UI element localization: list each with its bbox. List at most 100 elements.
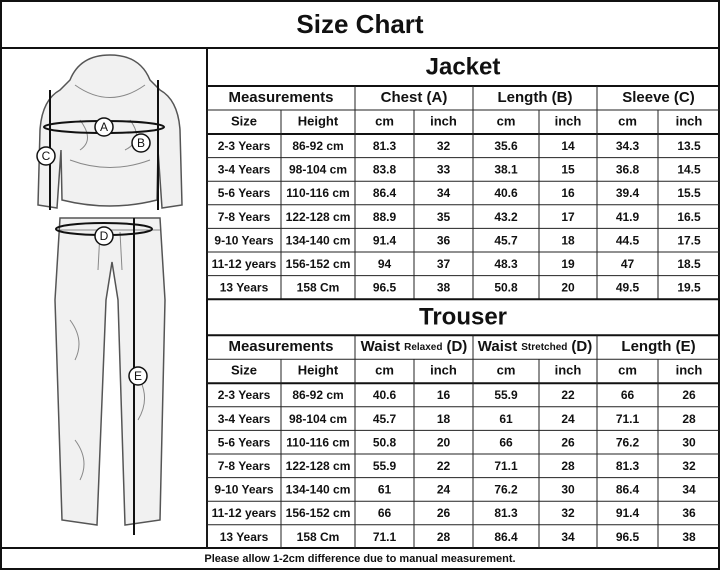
header-cell: Waist Relaxed (D) [361, 338, 468, 355]
label-circle [131, 133, 151, 153]
table-cell: 32 [437, 139, 451, 153]
trousers [54, 217, 166, 526]
table-cell: 98-104 cm [289, 412, 347, 426]
garment-figure [37, 54, 183, 535]
header-cell: Measurements [228, 338, 333, 355]
table-cell: 94 [378, 257, 392, 271]
table-cell: 43.2 [494, 210, 518, 224]
table-cell: 26 [682, 388, 696, 402]
table-cell: 55.9 [494, 388, 518, 402]
subheader-cell: Height [298, 113, 339, 128]
table-cell: 14.5 [677, 163, 701, 177]
table-cell: 16.5 [677, 210, 701, 224]
table-cell: 36 [437, 233, 451, 247]
label-circle [94, 226, 114, 246]
table-cell: 13 Years [220, 530, 269, 544]
table-cell: 18.5 [677, 257, 701, 271]
table-cell: 18 [561, 233, 575, 247]
table-cell: 40.6 [494, 186, 518, 200]
table-cell: 32 [682, 459, 696, 473]
table-cell: 71.1 [373, 530, 397, 544]
header-text: Waist [361, 338, 400, 355]
table-cell: 66 [378, 506, 392, 520]
table-cell: 66 [499, 435, 513, 449]
section-title: Trouser [419, 304, 507, 331]
table-cell: 44.5 [616, 233, 640, 247]
subheader-cell: cm [375, 363, 394, 378]
table-cell: 30 [561, 483, 575, 497]
table-cell: 3-4 Years [218, 163, 271, 177]
label-letter: A [100, 120, 108, 134]
label-letter: B [137, 136, 145, 150]
header-cell: Chest (A) [381, 89, 448, 106]
table-cell: 7-8 Years [218, 459, 271, 473]
table-cell: 36 [682, 506, 696, 520]
table-cell: 48.3 [494, 257, 518, 271]
table-cell: 45.7 [494, 233, 518, 247]
table-cell: 30 [682, 435, 696, 449]
table-cell: 83.8 [373, 163, 397, 177]
table-cell: 19.5 [677, 281, 701, 295]
subheader-cell: inch [676, 363, 703, 378]
table-cell: 96.5 [373, 281, 397, 295]
subheader-cell: cm [375, 113, 394, 128]
subheader-cell: inch [555, 363, 582, 378]
table-cell: 55.9 [373, 459, 397, 473]
label-circle [36, 146, 56, 166]
table-cell: 22 [437, 459, 451, 473]
subheader-cell: inch [676, 113, 703, 128]
table-cell: 86.4 [616, 483, 640, 497]
footer-note: Please allow 1-2cm difference due to man… [204, 553, 515, 565]
table-cell: 34 [437, 186, 451, 200]
hoodie-detail [69, 84, 151, 168]
table-cell: 5-6 Years [218, 186, 271, 200]
table-cell: 34 [682, 483, 696, 497]
table-cell: 20 [561, 281, 575, 295]
table-cell: 76.2 [616, 435, 640, 449]
table-cell: 28 [561, 459, 575, 473]
header-text: Waist [478, 338, 517, 355]
table-cell: 110-116 cm [286, 435, 349, 449]
table-cell: 81.3 [494, 506, 518, 520]
table-cell: 5-6 Years [218, 435, 271, 449]
table-cell: 134-140 cm [286, 233, 351, 247]
table-cell: 28 [437, 530, 451, 544]
subheader-cell: cm [497, 363, 516, 378]
table-cell: 86.4 [373, 186, 397, 200]
table-cell: 41.9 [616, 210, 640, 224]
label-letter: D [100, 229, 109, 243]
table-cell: 36.8 [616, 163, 640, 177]
table-cell: 2-3 Years [218, 388, 271, 402]
label-letter: E [134, 369, 142, 383]
table-cell: 38.1 [494, 163, 518, 177]
header-suffix: (D) [446, 338, 467, 355]
table-cell: 24 [437, 483, 451, 497]
label-letter: C [42, 149, 51, 163]
subheader-cell: cm [618, 113, 637, 128]
header-cell: Length (E) [621, 338, 695, 355]
table-cell: 81.3 [373, 139, 397, 153]
header-small: Stretched [521, 342, 567, 353]
table-cell: 96.5 [616, 530, 640, 544]
subheader-cell: cm [618, 363, 637, 378]
subheader-cell: inch [430, 363, 457, 378]
table-cell: 9-10 Years [214, 483, 273, 497]
table-cell: 86-92 cm [292, 388, 343, 402]
table-cell: 98-104 cm [289, 163, 347, 177]
table-cell: 91.4 [616, 506, 640, 520]
table-cell: 37 [437, 257, 451, 271]
table-cell: 16 [437, 388, 451, 402]
table-cell: 88.9 [373, 210, 397, 224]
table-cell: 3-4 Years [218, 412, 271, 426]
table-cell: 122-128 cm [286, 210, 351, 224]
table-cell: 17.5 [677, 233, 701, 247]
table-cell: 134-140 cm [286, 483, 351, 497]
header-cell: Waist Stretched (D) [478, 338, 592, 355]
table-cell: 20 [437, 435, 451, 449]
header-cell: Length (B) [498, 89, 573, 106]
table-cell: 81.3 [616, 459, 640, 473]
table-cell: 16 [561, 186, 575, 200]
label-circle [128, 366, 148, 386]
table-cell: 15 [561, 163, 575, 177]
table-cell: 2-3 Years [218, 139, 271, 153]
